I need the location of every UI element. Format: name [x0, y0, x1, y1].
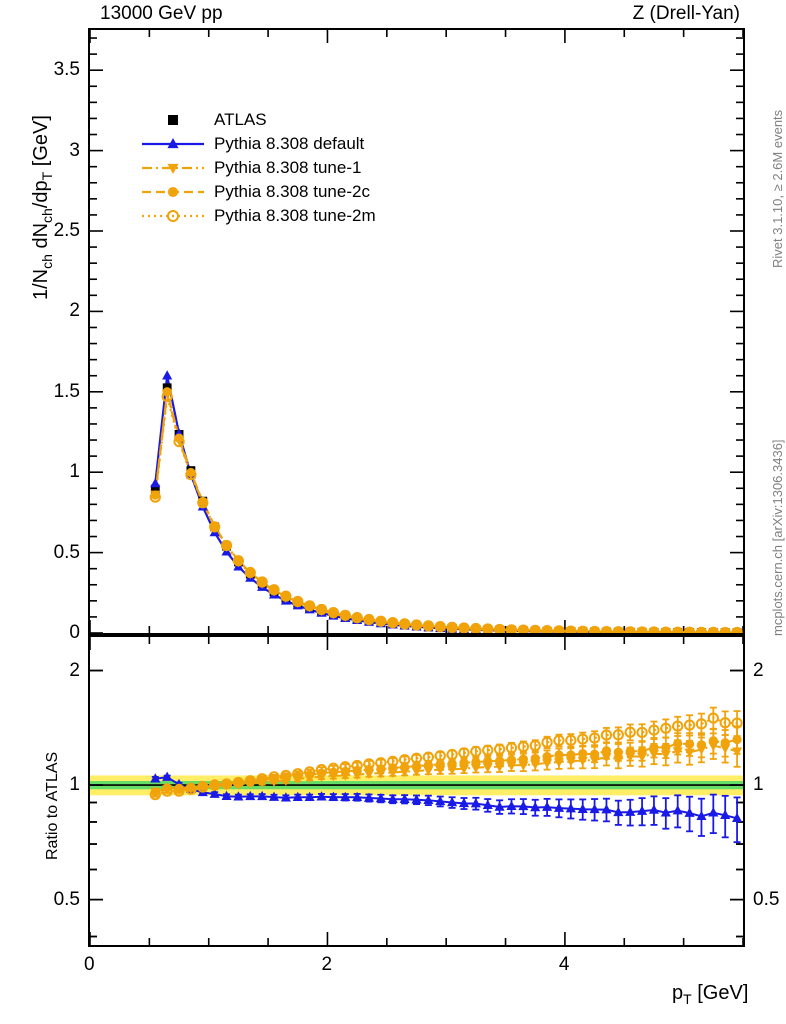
legend-label-4: Pythia 8.308 tune-2m: [214, 206, 376, 225]
rivet-version-label: Rivet 3.1.10, ≥ 2.6M events: [770, 109, 785, 268]
xlabel-rest: [GeV]: [691, 982, 749, 1004]
header-beam-label: 13000 GeV pp: [100, 3, 223, 24]
ratio-y-tick-left-1: 1: [69, 774, 80, 796]
main-plot-area: [90, 30, 743, 633]
ratio-plot-svg: [90, 637, 743, 945]
ratio-y-tick-right-1: 1: [753, 774, 764, 796]
x-axis-label: pT [GeV]: [672, 982, 748, 1007]
x-tick-0: 0: [84, 954, 95, 975]
ratio-y-tick-left-0.5: 0.5: [53, 888, 80, 910]
main-y-tick-0: 0: [69, 622, 80, 643]
legend-entry-3[interactable]: Pythia 8.308 tune-2c: [140, 180, 376, 204]
main-plot-panel: [88, 28, 745, 635]
ylabel-d: [GeV]: [30, 115, 52, 172]
x-tick-2: 2: [321, 954, 333, 975]
legend-entry-0[interactable]: ATLAS: [140, 108, 376, 132]
legend-marker-circle-open-icon: [140, 204, 206, 228]
legend-marker-circle-filled-icon: [140, 180, 206, 204]
legend-marker-square-icon: [140, 108, 206, 132]
legend-label-0: ATLAS: [214, 110, 267, 129]
main-y-tick-2: 2: [69, 300, 80, 322]
y-axis-label-main: 1/Nch dNch/dpT [GeV]: [30, 115, 55, 300]
legend-entry-1[interactable]: Pythia 8.308 default: [140, 132, 376, 156]
legend-marker-triangle-up-icon: [140, 132, 206, 156]
ylabel-c: /dp: [30, 180, 52, 209]
main-y-tick-3.5: 3.5: [53, 59, 80, 81]
ylabel-csub: T: [39, 171, 55, 181]
main-y-tick-2.5: 2.5: [53, 220, 80, 241]
ratio-y-tick-right-2: 2: [753, 659, 764, 681]
main-y-tick-3: 3: [69, 139, 80, 161]
ratio-y-tick-right-0.5: 0.5: [753, 888, 780, 910]
ratio-plot-panel: [88, 635, 745, 947]
legend-entry-2[interactable]: Pythia 8.308 tune-1: [140, 156, 376, 180]
y-axis-label-ratio: Ratio to ATLAS: [44, 751, 61, 860]
xlabel-sub: T: [683, 991, 692, 1007]
legend-label-1: Pythia 8.308 default: [214, 134, 365, 153]
mcplots-credit-label: mcplots.cern.ch [arXiv:1306.3436]: [770, 439, 785, 636]
xlabel-lead: p: [672, 982, 684, 1004]
ratio-y-tick-left-2: 2: [69, 659, 80, 681]
main-plot-svg: [90, 30, 743, 633]
legend-marker-triangle-down-icon: [140, 156, 206, 180]
legend-label-2: Pythia 8.308 tune-1: [214, 158, 362, 177]
x-tick-4: 4: [558, 954, 570, 975]
ylabel-a: 1/N: [30, 268, 52, 300]
ylabel-b: dN: [30, 222, 52, 255]
main-y-tick-1.5: 1.5: [53, 380, 80, 402]
legend-label-3: Pythia 8.308 tune-2c: [214, 182, 370, 201]
main-y-tick-1: 1: [69, 461, 80, 483]
legend-entry-4[interactable]: Pythia 8.308 tune-2m: [140, 204, 376, 228]
ylabel-asub: ch: [39, 254, 55, 269]
legend: ATLAS Pythia 8.308 default Pythia 8.308 tu…: [140, 108, 376, 228]
header-process-label: Z (Drell-Yan): [632, 3, 740, 24]
main-y-tick-0.5: 0.5: [53, 541, 80, 563]
ratio-plot-area: [90, 637, 743, 945]
